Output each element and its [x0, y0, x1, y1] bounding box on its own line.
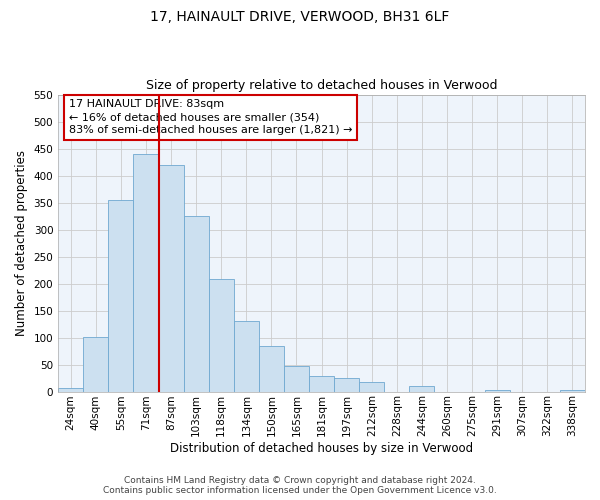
Bar [259, 346, 284, 392]
Bar [409, 386, 434, 392]
Text: Contains HM Land Registry data © Crown copyright and database right 2024.
Contai: Contains HM Land Registry data © Crown c… [103, 476, 497, 495]
Text: 17, HAINAULT DRIVE, VERWOOD, BH31 6LF: 17, HAINAULT DRIVE, VERWOOD, BH31 6LF [151, 10, 449, 24]
Bar [109, 200, 133, 392]
Bar [158, 165, 184, 392]
Bar [209, 279, 234, 392]
Bar [184, 216, 209, 392]
Y-axis label: Number of detached properties: Number of detached properties [15, 150, 28, 336]
X-axis label: Distribution of detached houses by size in Verwood: Distribution of detached houses by size … [170, 442, 473, 455]
Bar [485, 390, 510, 392]
Bar [234, 322, 259, 392]
Bar [560, 390, 585, 392]
Bar [309, 376, 334, 392]
Bar [334, 378, 359, 392]
Bar [58, 388, 83, 392]
Text: 17 HAINAULT DRIVE: 83sqm
← 16% of detached houses are smaller (354)
83% of semi-: 17 HAINAULT DRIVE: 83sqm ← 16% of detach… [69, 99, 352, 136]
Bar [133, 154, 158, 392]
Title: Size of property relative to detached houses in Verwood: Size of property relative to detached ho… [146, 79, 497, 92]
Bar [359, 382, 385, 392]
Bar [284, 366, 309, 392]
Bar [83, 337, 109, 392]
